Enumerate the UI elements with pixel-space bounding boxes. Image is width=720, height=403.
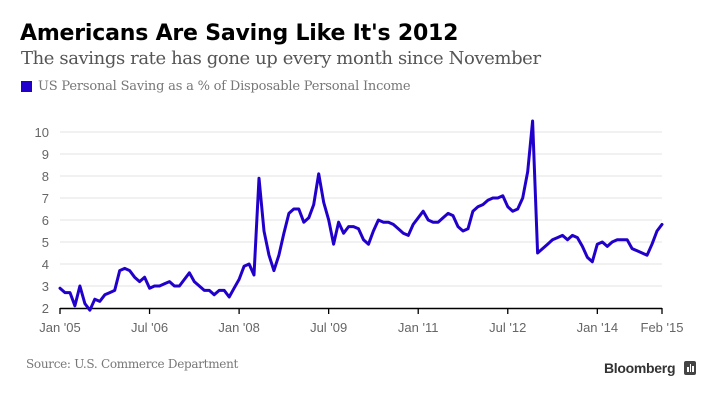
x-tick-label: Jan '08 — [218, 320, 260, 335]
x-tick-label: Jan '11 — [398, 320, 439, 335]
y-tick-label: 3 — [42, 279, 49, 294]
series-layer — [58, 119, 664, 312]
legend: US Personal Saving as a % of Disposable … — [21, 79, 411, 94]
legend-label: US Personal Saving as a % of Disposable … — [38, 79, 411, 94]
y-tick-label: 9 — [42, 147, 49, 162]
chart-title: Americans Are Saving Like It's 2012 — [20, 21, 459, 46]
series-line-saving-rate — [58, 119, 664, 312]
y-tick-label: 2 — [42, 301, 49, 316]
x-tick-label: Jan '14 — [577, 320, 619, 335]
source-note: Source: U.S. Commerce Department — [26, 357, 239, 371]
y-tick-label: 6 — [42, 213, 49, 228]
x-tick-label: Jul '09 — [310, 320, 347, 335]
chart-subtitle: The savings rate has gone up every month… — [21, 48, 541, 69]
y-tick-label: 8 — [42, 169, 49, 184]
x-tick-label: Feb '15 — [641, 320, 684, 335]
gridlines — [60, 131, 662, 287]
bloomberg-chart-icon — [684, 361, 697, 375]
x-tick-label: Jan '05 — [39, 320, 81, 335]
y-tick-label: 7 — [42, 191, 49, 206]
y-axis-ticks: 2 3 4 5 6 7 8 9 10 — [35, 125, 49, 316]
x-tick-label: Jul '06 — [131, 320, 168, 335]
brand-logo: Bloomberg — [604, 360, 697, 376]
legend-swatch — [21, 81, 32, 92]
brand-name: Bloomberg — [604, 360, 676, 376]
x-tick-label: Jul '12 — [489, 320, 526, 335]
y-tick-label: 5 — [42, 235, 49, 250]
y-tick-label: 10 — [35, 125, 49, 140]
y-tick-label: 4 — [42, 257, 49, 272]
x-axis: Jan '05 Jul '06 Jan '08 Jul '09 Jan '11 Jul '… — [39, 307, 684, 335]
